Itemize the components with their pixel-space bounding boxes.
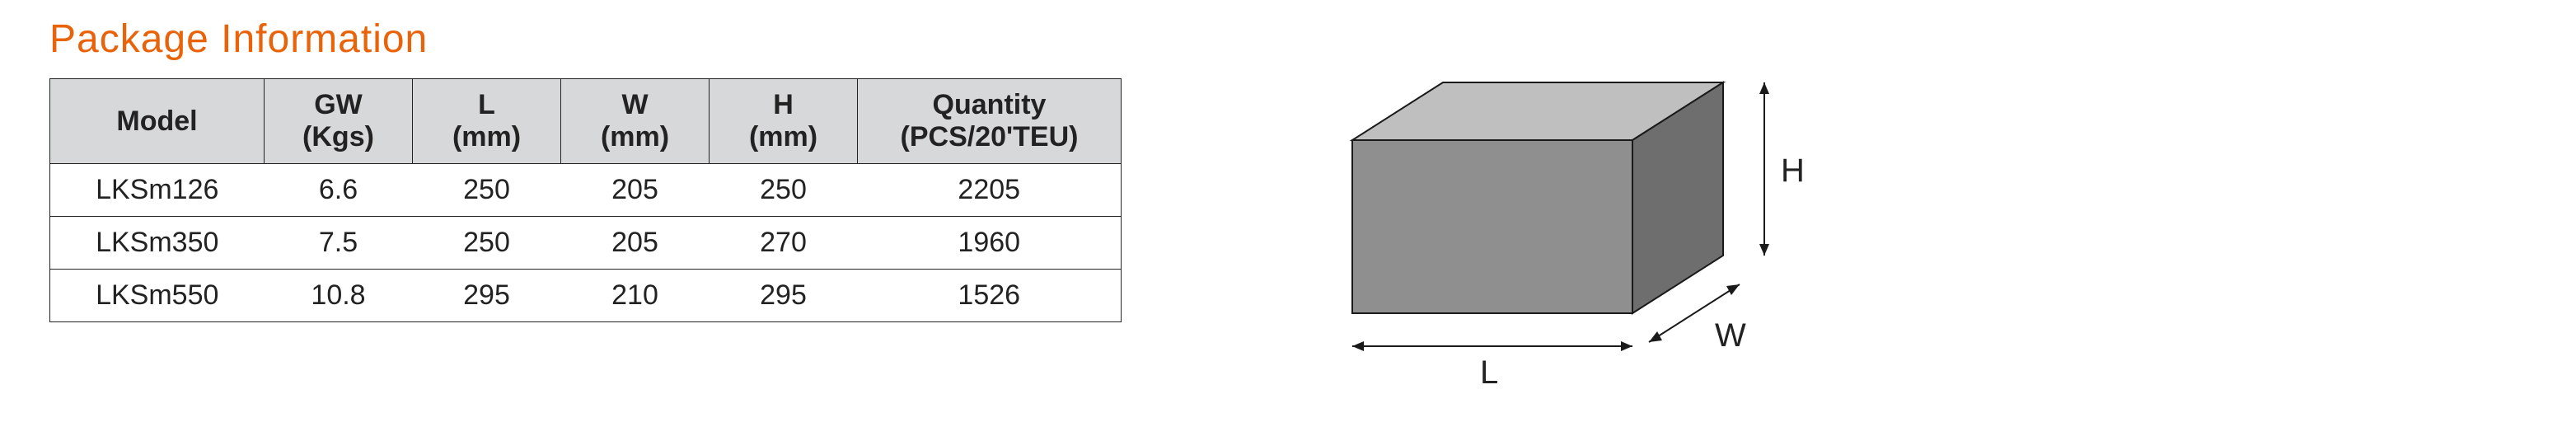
cell-l: 250	[413, 164, 561, 217]
table-header: Model GW (Kgs) L (mm) W (mm)	[50, 79, 1122, 164]
dim-label-h: H	[1781, 152, 1805, 189]
box-3d-icon: H L W	[1286, 49, 1880, 396]
cell-qty: 2205	[858, 164, 1122, 217]
table-body: LKSm126 6.6 250 205 250 2205 LKSm350 7.5…	[50, 164, 1122, 322]
cell-w: 205	[561, 164, 710, 217]
dim-label-w: W	[1715, 317, 1746, 354]
col-header-qty: Quantity (PCS/20'TEU)	[858, 79, 1122, 164]
cell-model: LKSm550	[50, 270, 265, 322]
col-header-h: H (mm)	[710, 79, 858, 164]
arrowhead-icon	[1759, 244, 1769, 256]
cell-w: 205	[561, 217, 710, 270]
col-header-l: L (mm)	[413, 79, 561, 164]
col-sublabel: (PCS/20'TEU)	[883, 121, 1096, 153]
col-sublabel: (mm)	[734, 121, 832, 153]
col-header-gw: GW (Kgs)	[265, 79, 413, 164]
cell-model: LKSm126	[50, 164, 265, 217]
cell-h: 295	[710, 270, 858, 322]
package-table: Model GW (Kgs) L (mm) W (mm)	[49, 78, 1122, 322]
col-label: GW	[314, 89, 363, 120]
col-sublabel: (mm)	[586, 121, 684, 153]
cell-h: 270	[710, 217, 858, 270]
dim-label-l: L	[1480, 354, 1498, 391]
box-diagram-region: H L W	[1286, 16, 1880, 400]
col-sublabel: (mm)	[438, 121, 536, 153]
col-label: Model	[116, 106, 197, 137]
cell-gw: 7.5	[265, 217, 413, 270]
cell-l: 250	[413, 217, 561, 270]
cell-w: 210	[561, 270, 710, 322]
arrowhead-icon	[1759, 82, 1769, 94]
col-label: L	[478, 89, 495, 120]
cell-gw: 10.8	[265, 270, 413, 322]
cell-qty: 1526	[858, 270, 1122, 322]
table-row: LKSm126 6.6 250 205 250 2205	[50, 164, 1122, 217]
cell-qty: 1960	[858, 217, 1122, 270]
cell-gw: 6.6	[265, 164, 413, 217]
col-header-model: Model	[50, 79, 265, 164]
col-sublabel: (Kgs)	[289, 121, 387, 153]
table-region: Package Information Model GW (Kgs) L (mm…	[49, 16, 1122, 322]
col-label: W	[621, 89, 648, 120]
package-info-section: Package Information Model GW (Kgs) L (mm…	[49, 16, 2527, 400]
arrowhead-icon	[1352, 341, 1364, 351]
arrowhead-icon	[1726, 284, 1740, 295]
section-title: Package Information	[49, 16, 1122, 62]
box-front-face	[1352, 140, 1632, 313]
col-label: Quantity	[933, 89, 1047, 120]
arrowhead-icon	[1621, 341, 1632, 351]
col-label: H	[773, 89, 794, 120]
table-row: LKSm350 7.5 250 205 270 1960	[50, 217, 1122, 270]
table-row: LKSm550 10.8 295 210 295 1526	[50, 270, 1122, 322]
col-header-w: W (mm)	[561, 79, 710, 164]
cell-model: LKSm350	[50, 217, 265, 270]
cell-h: 250	[710, 164, 858, 217]
arrowhead-icon	[1649, 331, 1662, 342]
cell-l: 295	[413, 270, 561, 322]
